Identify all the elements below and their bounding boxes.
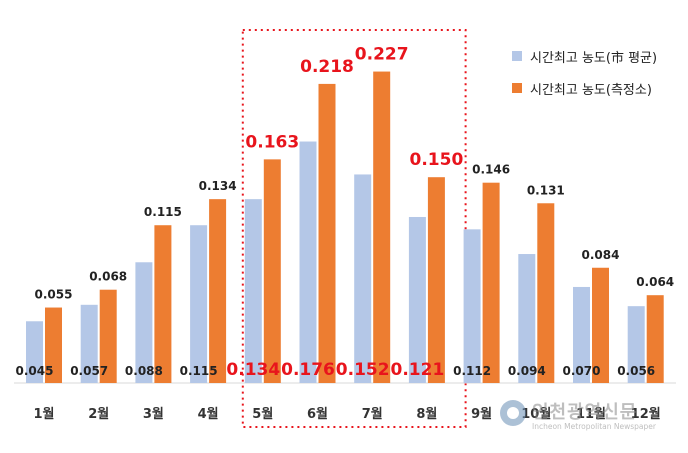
x-tick-label: 12월 — [631, 406, 661, 422]
bar-city-average — [573, 286, 590, 383]
x-tick-label: 6월 — [307, 406, 328, 422]
bar-station — [427, 177, 445, 383]
legend-label-station: 시간최고 농도(측정소) — [530, 82, 652, 98]
data-label-station: 0.115 — [144, 205, 182, 219]
bar-station — [537, 203, 555, 383]
bar-city-average — [190, 225, 208, 383]
x-tick-label: 1월 — [33, 406, 54, 422]
data-label-city-average: 0.056 — [617, 364, 655, 378]
bar-station — [263, 159, 281, 383]
data-label-city-average: 0.112 — [453, 364, 491, 378]
data-label-city-average: 0.134 — [226, 360, 280, 380]
legend-item-station: 시간최고 농도(측정소) — [512, 72, 657, 104]
data-label-station: 0.150 — [410, 150, 464, 170]
data-label-station: 0.131 — [527, 183, 565, 197]
bar-city-average — [244, 199, 262, 383]
data-label-station: 0.146 — [472, 163, 510, 177]
bar-city-average — [135, 262, 153, 383]
data-label-station: 0.163 — [245, 132, 299, 152]
x-tick-label: 5월 — [252, 406, 273, 422]
bar-city-average — [354, 174, 372, 383]
bar-city-average — [299, 141, 317, 383]
bar-station — [373, 71, 391, 383]
data-label-station: 0.064 — [636, 275, 674, 289]
legend-item-city-average: 시간최고 농도(市 평균) — [512, 40, 657, 72]
data-label-city-average: 0.088 — [125, 364, 163, 378]
data-label-city-average: 0.152 — [336, 360, 390, 380]
x-tick-label: 8월 — [416, 406, 437, 422]
bar-city-average — [627, 306, 645, 383]
data-label-station: 0.068 — [89, 270, 127, 284]
legend-swatch-station — [512, 83, 522, 93]
x-tick-label: 2월 — [88, 406, 109, 422]
x-tick-label: 11월 — [576, 406, 606, 422]
legend: 시간최고 농도(市 평균) 시간최고 농도(측정소) — [512, 40, 657, 104]
data-label-city-average: 0.094 — [508, 364, 546, 378]
bar-city-average — [26, 321, 43, 383]
bar-station — [45, 307, 62, 383]
data-label-city-average: 0.176 — [281, 360, 335, 380]
bar-station — [318, 83, 336, 384]
data-label-city-average: 0.070 — [563, 364, 601, 378]
x-tick-label: 7월 — [362, 406, 383, 422]
legend-swatch-city-average — [512, 51, 522, 61]
data-label-city-average: 0.057 — [70, 364, 108, 378]
data-label-station: 0.134 — [199, 179, 237, 193]
bar-station — [592, 267, 609, 383]
data-label-station: 0.084 — [582, 248, 620, 262]
data-label-city-average: 0.045 — [16, 364, 54, 378]
x-tick-label: 3월 — [143, 406, 164, 422]
data-label-station: 0.218 — [300, 57, 354, 77]
bar-city-average — [463, 229, 481, 383]
data-label-city-average: 0.121 — [391, 360, 445, 380]
x-tick-label: 9월 — [471, 406, 492, 422]
data-label-station: 0.055 — [35, 288, 73, 302]
bar-station — [209, 199, 227, 383]
bar-station — [646, 295, 664, 383]
bar-station — [154, 225, 172, 383]
bar-station — [99, 289, 117, 383]
legend-label-city-average: 시간최고 농도(市 평균) — [530, 50, 658, 66]
newspaper-logo-icon — [500, 400, 526, 426]
highlight-box — [241, 29, 467, 428]
data-label-city-average: 0.115 — [180, 364, 218, 378]
bar-city-average — [408, 216, 426, 383]
bar-city-average — [80, 304, 98, 383]
newspaper-watermark: 인천광역신문 Incheon Metropolitan Newspaper — [500, 398, 680, 438]
data-label-station: 0.227 — [355, 45, 409, 65]
bar-station — [482, 182, 500, 383]
x-tick-label: 4월 — [198, 406, 219, 422]
watermark-subtitle: Incheon Metropolitan Newspaper — [532, 422, 656, 431]
watermark-title: 인천광역신문 — [532, 402, 638, 423]
x-tick-label: 10월 — [521, 406, 551, 422]
bar-city-average — [518, 254, 536, 383]
